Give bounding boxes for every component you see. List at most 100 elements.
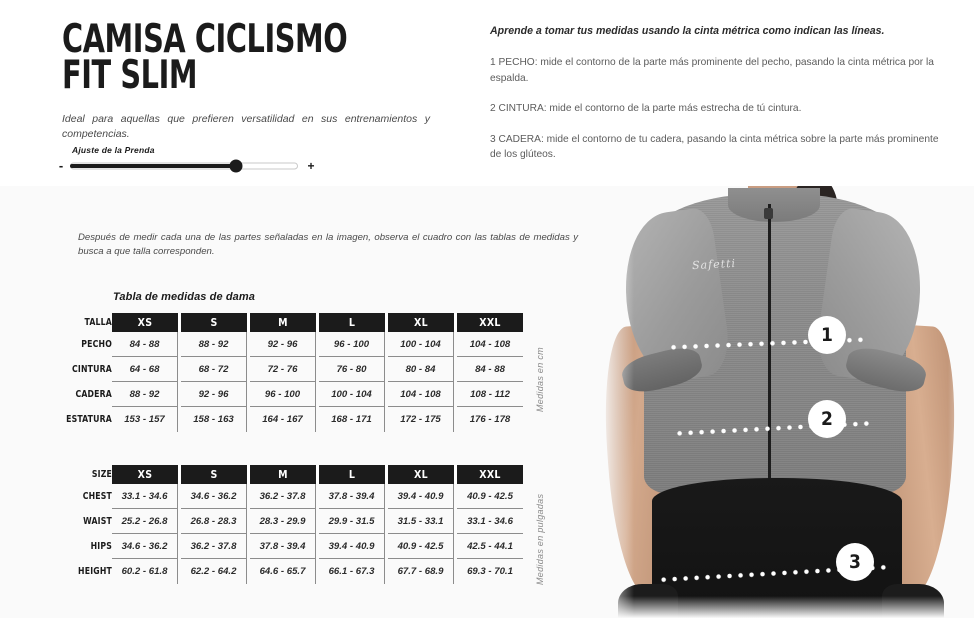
table-cell: 68 - 72 [181,357,247,382]
table-inches-unit-label: Medidas en pulgadas [535,493,545,585]
table-cell: 60.2 - 61.8 [112,559,178,584]
table-cm-size-xl: XL [388,313,454,332]
table-inches-size-xl: XL [388,465,454,484]
table-cell: 34.6 - 36.2 [112,534,178,559]
table-cm-row-label-pecho: PECHO [81,339,112,350]
table-row: PECHO 84 - 88 88 - 92 92 - 96 96 - 100 1… [40,332,523,357]
photo-fade-left [600,186,634,618]
table-cm-row-label-cadera: CADERA [75,389,112,400]
table-cell: 62.2 - 64.2 [181,559,247,584]
table-cell: 96 - 100 [319,332,385,357]
header-gap [385,465,388,484]
slider-decrease-button[interactable]: - [58,158,64,173]
table-cell: 92 - 96 [181,382,247,407]
slider-thumb[interactable] [229,159,243,172]
header-gap [247,313,250,332]
table-inches-size-xs: XS [112,465,178,484]
table-inches-row-label-chest: CHEST [82,491,112,502]
header-gap [454,313,457,332]
table-cell: 153 - 157 [112,407,178,432]
table-cell: 168 - 171 [319,407,385,432]
header-gap [316,313,319,332]
table-cell: 176 - 178 [469,414,511,425]
header-gap [178,465,181,484]
model-photo: Safetti 1 2 3 [600,186,974,618]
measure-marker-1-number: 1 [821,324,833,346]
table-cell: 158 - 163 [181,407,247,432]
table-cm-size-s: S [181,313,247,332]
table-cm-caption: Tabla de medidas de dama [113,291,255,303]
table-cell: 108 - 112 [457,382,523,407]
table-cell: 33.1 - 34.6 [112,484,178,509]
table-cell: 25.2 - 26.8 [112,509,178,534]
table-cell: 84 - 88 [457,357,523,382]
slider-track-fill [70,163,237,168]
size-table-inches: SIZE XS S M L XL XXL CHEST 33.1 - 34.6 3… [40,465,523,584]
table-cell: 64 - 68 [112,357,178,382]
header-gap [454,465,457,484]
measure-marker-3: 3 [836,543,874,581]
table-cell: 28.3 - 29.9 [250,509,316,534]
table-cell: 36.2 - 37.8 [250,484,316,509]
table-inches-row-label-waist: WAIST [83,516,112,527]
measure-marker-3-number: 3 [849,551,861,573]
tables-instruction: Después de medir cada una de las partes … [78,232,578,258]
table-cm-row-label-estatura: ESTATURA [66,414,112,425]
table-inches-header-row: SIZE XS S M L XL XXL [40,465,523,484]
table-cell: 40.9 - 42.5 [388,534,454,559]
table-inches-row-label-hips: HIPS [90,541,112,552]
header-gap [247,465,250,484]
fit-slider[interactable]: Ajuste de la Prenda - + [56,145,316,172]
table-cell: 26.8 - 28.3 [181,509,247,534]
table-cell: 64.6 - 65.7 [250,559,316,584]
table-inches-header-label: SIZE [91,469,112,480]
photo-fade-right [948,186,974,618]
jersey-zipper [768,204,771,516]
table-cm-header-row: TALLA XS S M L XL XXL [40,313,523,332]
product-subtitle: Ideal para aquellas que prefieren versat… [62,112,430,140]
table-cell: 172 - 175 [388,407,454,432]
table-cell: 36.2 - 37.8 [181,534,247,559]
table-row: CADERA 88 - 92 92 - 96 96 - 100 100 - 10… [40,382,523,407]
table-cell: 34.6 - 36.2 [181,484,247,509]
table-cell: 66.1 - 67.3 [319,559,385,584]
jersey-zipper-pull [764,208,773,219]
table-cell: 76 - 80 [319,357,385,382]
slider-track[interactable] [70,159,298,172]
table-inches-row-label-height: HEIGHT [78,566,112,577]
table-cm-size-xs: XS [112,313,178,332]
slider-increase-button[interactable]: + [307,158,315,173]
table-cell: 42.5 - 44.1 [457,534,523,559]
table-cell: 39.4 - 40.9 [319,534,385,559]
measuring-guide: Aprende a tomar tus medidas usando la ci… [490,24,942,178]
table-cell: 37.8 - 39.4 [250,534,316,559]
header-gap [385,313,388,332]
measuring-guide-item-waist: 2 CINTURA: mide el contorno de la parte … [490,103,802,115]
table-inches-size-s: S [181,465,247,484]
table-row: WAIST 25.2 - 26.8 26.8 - 28.3 28.3 - 29.… [40,509,523,534]
table-cm-header-label: TALLA [84,317,112,328]
table-row: CINTURA 64 - 68 68 - 72 72 - 76 76 - 80 … [40,357,523,382]
table-row: HIPS 34.6 - 36.2 36.2 - 37.8 37.8 - 39.4… [40,534,523,559]
page-title: CAMISA CICLISMO FIT SLIM [62,17,348,98]
table-inches-size-m: M [250,465,316,484]
table-cell: 92 - 96 [250,332,316,357]
table-cell: 40.9 - 42.5 [457,484,523,509]
fit-slider-label: Ajuste de la Prenda [72,145,155,155]
table-row: HEIGHT 60.2 - 61.8 62.2 - 64.2 64.6 - 65… [40,559,523,584]
measuring-guide-item-chest: 1 PECHO: mide el contorno de la parte má… [490,57,934,84]
table-cell: 84 - 88 [112,332,178,357]
product-header: CAMISA CICLISMO FIT SLIM Ideal para aque… [62,17,462,142]
table-cell: 96 - 100 [250,382,316,407]
table-row: CHEST 33.1 - 34.6 34.6 - 36.2 36.2 - 37.… [40,484,523,509]
measure-marker-2: 2 [808,400,846,438]
table-cell: 164 - 167 [250,407,316,432]
table-cell: 104 - 108 [457,332,523,357]
table-cell: 100 - 104 [388,332,454,357]
measuring-guide-lead: Aprende a tomar tus medidas usando la ci… [490,25,885,37]
table-cm-size-l: L [319,313,385,332]
table-cell: 104 - 108 [388,382,454,407]
measure-marker-2-number: 2 [821,408,833,430]
measure-marker-1: 1 [808,316,846,354]
table-cell: 37.8 - 39.4 [319,484,385,509]
